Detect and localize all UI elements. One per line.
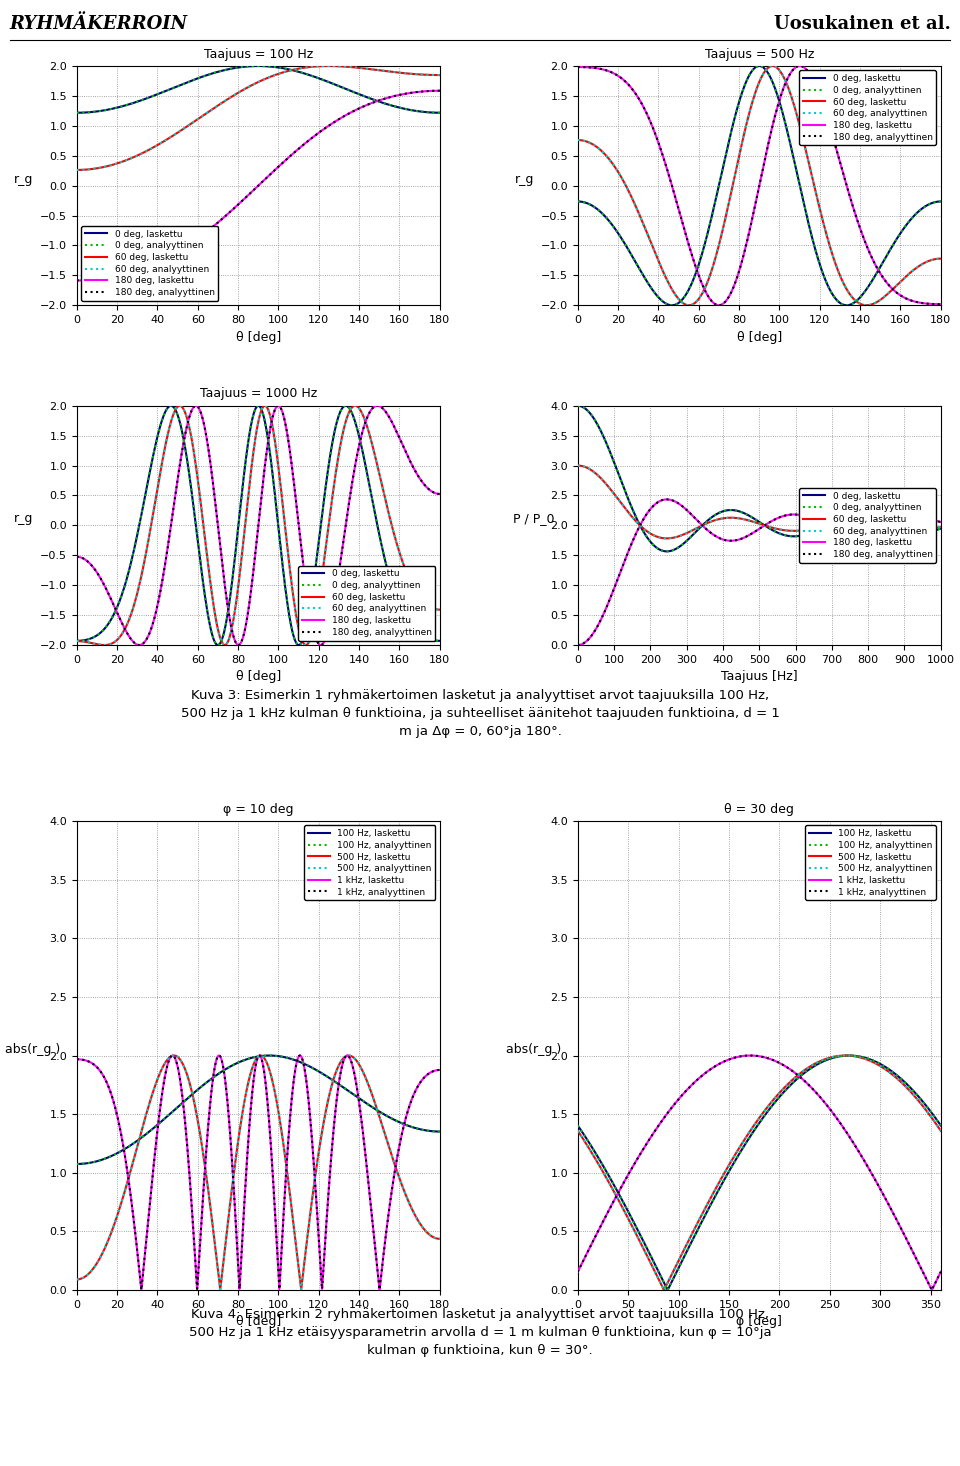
Y-axis label: r_g: r_g: [515, 173, 534, 186]
Legend: 100 Hz, laskettu, 100 Hz, analyyttinen, 500 Hz, laskettu, 500 Hz, analyyttinen, : 100 Hz, laskettu, 100 Hz, analyyttinen, …: [304, 825, 435, 900]
Y-axis label: r_g: r_g: [13, 513, 33, 525]
Y-axis label: abs(r_g ): abs(r_g ): [5, 1042, 60, 1056]
Y-axis label: r_g: r_g: [13, 173, 33, 186]
Title: Taajuus = 500 Hz: Taajuus = 500 Hz: [705, 47, 814, 60]
X-axis label: Taajuus [Hz]: Taajuus [Hz]: [721, 670, 798, 683]
Title: Taajuus = 1000 Hz: Taajuus = 1000 Hz: [200, 387, 317, 400]
Y-axis label: P / P_0: P / P_0: [513, 513, 554, 525]
X-axis label: φ [deg]: φ [deg]: [736, 1315, 782, 1328]
Legend: 0 deg, laskettu, 0 deg, analyyttinen, 60 deg, laskettu, 60 deg, analyyttinen, 18: 0 deg, laskettu, 0 deg, analyyttinen, 60…: [82, 226, 218, 301]
X-axis label: θ [deg]: θ [deg]: [236, 330, 281, 343]
Title: Taajuus = 100 Hz: Taajuus = 100 Hz: [204, 47, 313, 60]
X-axis label: θ [deg]: θ [deg]: [736, 330, 781, 343]
Legend: 0 deg, laskettu, 0 deg, analyyttinen, 60 deg, laskettu, 60 deg, analyyttinen, 18: 0 deg, laskettu, 0 deg, analyyttinen, 60…: [800, 488, 936, 563]
Text: Uosukainen et al.: Uosukainen et al.: [774, 15, 950, 32]
Legend: 0 deg, laskettu, 0 deg, analyyttinen, 60 deg, laskettu, 60 deg, analyyttinen, 18: 0 deg, laskettu, 0 deg, analyyttinen, 60…: [299, 566, 435, 641]
Title: θ = 30 deg: θ = 30 deg: [725, 802, 794, 815]
Legend: 100 Hz, laskettu, 100 Hz, analyyttinen, 500 Hz, laskettu, 500 Hz, analyyttinen, : 100 Hz, laskettu, 100 Hz, analyyttinen, …: [804, 825, 936, 900]
Legend: 0 deg, laskettu, 0 deg, analyyttinen, 60 deg, laskettu, 60 deg, analyyttinen, 18: 0 deg, laskettu, 0 deg, analyyttinen, 60…: [800, 70, 936, 145]
X-axis label: θ [deg]: θ [deg]: [236, 670, 281, 683]
Y-axis label: abs(r_g ): abs(r_g ): [506, 1042, 562, 1056]
Text: RYHMÄKERROIN: RYHMÄKERROIN: [10, 15, 188, 32]
Text: Kuva 4: Esimerkin 2 ryhmäkertoimen lasketut ja analyyttiset arvot taajuuksilla 1: Kuva 4: Esimerkin 2 ryhmäkertoimen laske…: [189, 1308, 771, 1356]
X-axis label: θ [deg]: θ [deg]: [236, 1315, 281, 1328]
Title: φ = 10 deg: φ = 10 deg: [223, 802, 294, 815]
Text: Kuva 3: Esimerkin 1 ryhmäkertoimen lasketut ja analyyttiset arvot taajuuksilla 1: Kuva 3: Esimerkin 1 ryhmäkertoimen laske…: [180, 689, 780, 737]
